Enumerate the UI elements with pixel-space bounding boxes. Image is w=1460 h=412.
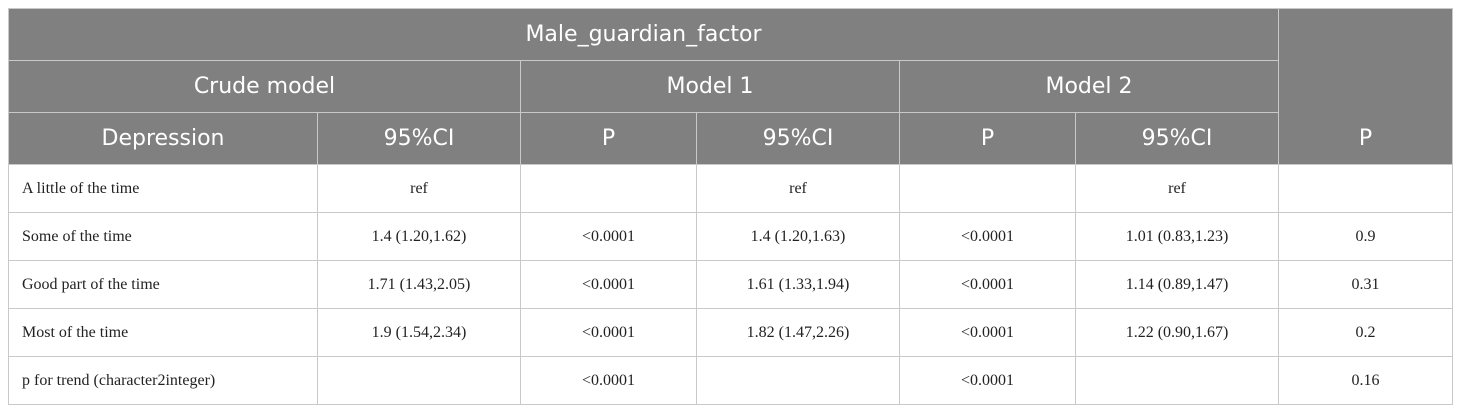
cell: 1.4 (1.20,1.63) [696, 212, 900, 261]
column-header: P [899, 112, 1076, 165]
table-row: A little of the time ref ref ref [8, 164, 1454, 213]
table-body: A little of the time ref ref ref Some of the… [8, 164, 1454, 405]
cell: 0.16 [1278, 356, 1454, 405]
group-header: Crude model [8, 60, 521, 113]
cell: ref [696, 164, 900, 213]
column-header: P [520, 112, 697, 165]
results-table: Male_guardian_factor P Crude model Model … [7, 8, 1454, 405]
cell: ref [1074, 164, 1280, 213]
cell [1074, 356, 1280, 405]
cell: <0.0001 [520, 260, 697, 309]
cell: 0.2 [1278, 308, 1454, 357]
column-header: Depression [8, 112, 318, 165]
row-label: Good part of the time [8, 260, 318, 309]
table-row: Good part of the time 1.71 (1.43,2.05) <0.… [8, 260, 1454, 309]
table-row: Some of the time 1.4 (1.20,1.62) <0.0001 1.… [8, 212, 1454, 261]
header-p: P [1278, 8, 1454, 165]
row-label: A little of the time [8, 164, 318, 213]
cell [520, 164, 697, 213]
column-header: 95%CI [317, 112, 521, 165]
cell [317, 356, 521, 405]
cell: <0.0001 [520, 356, 697, 405]
cell: 1.14 (0.89,1.47) [1074, 260, 1280, 309]
cell: ref [317, 164, 521, 213]
column-header: 95%CI [1074, 112, 1280, 165]
cell: 1.01 (0.83,1.23) [1074, 212, 1280, 261]
cell [899, 164, 1076, 213]
cell: <0.0001 [520, 212, 697, 261]
table-row: Most of the time 1.9 (1.54,2.34) <0.0001 1.… [8, 308, 1454, 357]
header-title: Male_guardian_factor [7, 8, 1280, 61]
cell: 1.71 (1.43,2.05) [317, 260, 521, 309]
cell: 1.61 (1.33,1.94) [696, 260, 900, 309]
cell [696, 356, 900, 405]
cell: 0.9 [1278, 212, 1454, 261]
group-header: Model 2 [898, 60, 1280, 113]
table-header: Male_guardian_factor P Crude model Model … [7, 8, 1454, 165]
column-header: 95%CI [696, 112, 900, 165]
cell: 1.22 (0.90,1.67) [1074, 308, 1280, 357]
row-label: p for trend (character2integer) [8, 356, 318, 405]
cell: <0.0001 [899, 212, 1076, 261]
row-label: Some of the time [8, 212, 318, 261]
cell: 1.82 (1.47,2.26) [696, 308, 900, 357]
table-row: p for trend (character2integer) <0.0001 <0… [8, 356, 1454, 405]
group-header: Model 1 [520, 60, 900, 113]
cell: <0.0001 [899, 260, 1076, 309]
cell: <0.0001 [520, 308, 697, 357]
cell: <0.0001 [899, 308, 1076, 357]
cell [1278, 164, 1454, 213]
cell: 1.9 (1.54,2.34) [317, 308, 521, 357]
cell: 1.4 (1.20,1.62) [317, 212, 521, 261]
cell: 0.31 [1278, 260, 1454, 309]
row-label: Most of the time [8, 308, 318, 357]
cell: <0.0001 [899, 356, 1076, 405]
